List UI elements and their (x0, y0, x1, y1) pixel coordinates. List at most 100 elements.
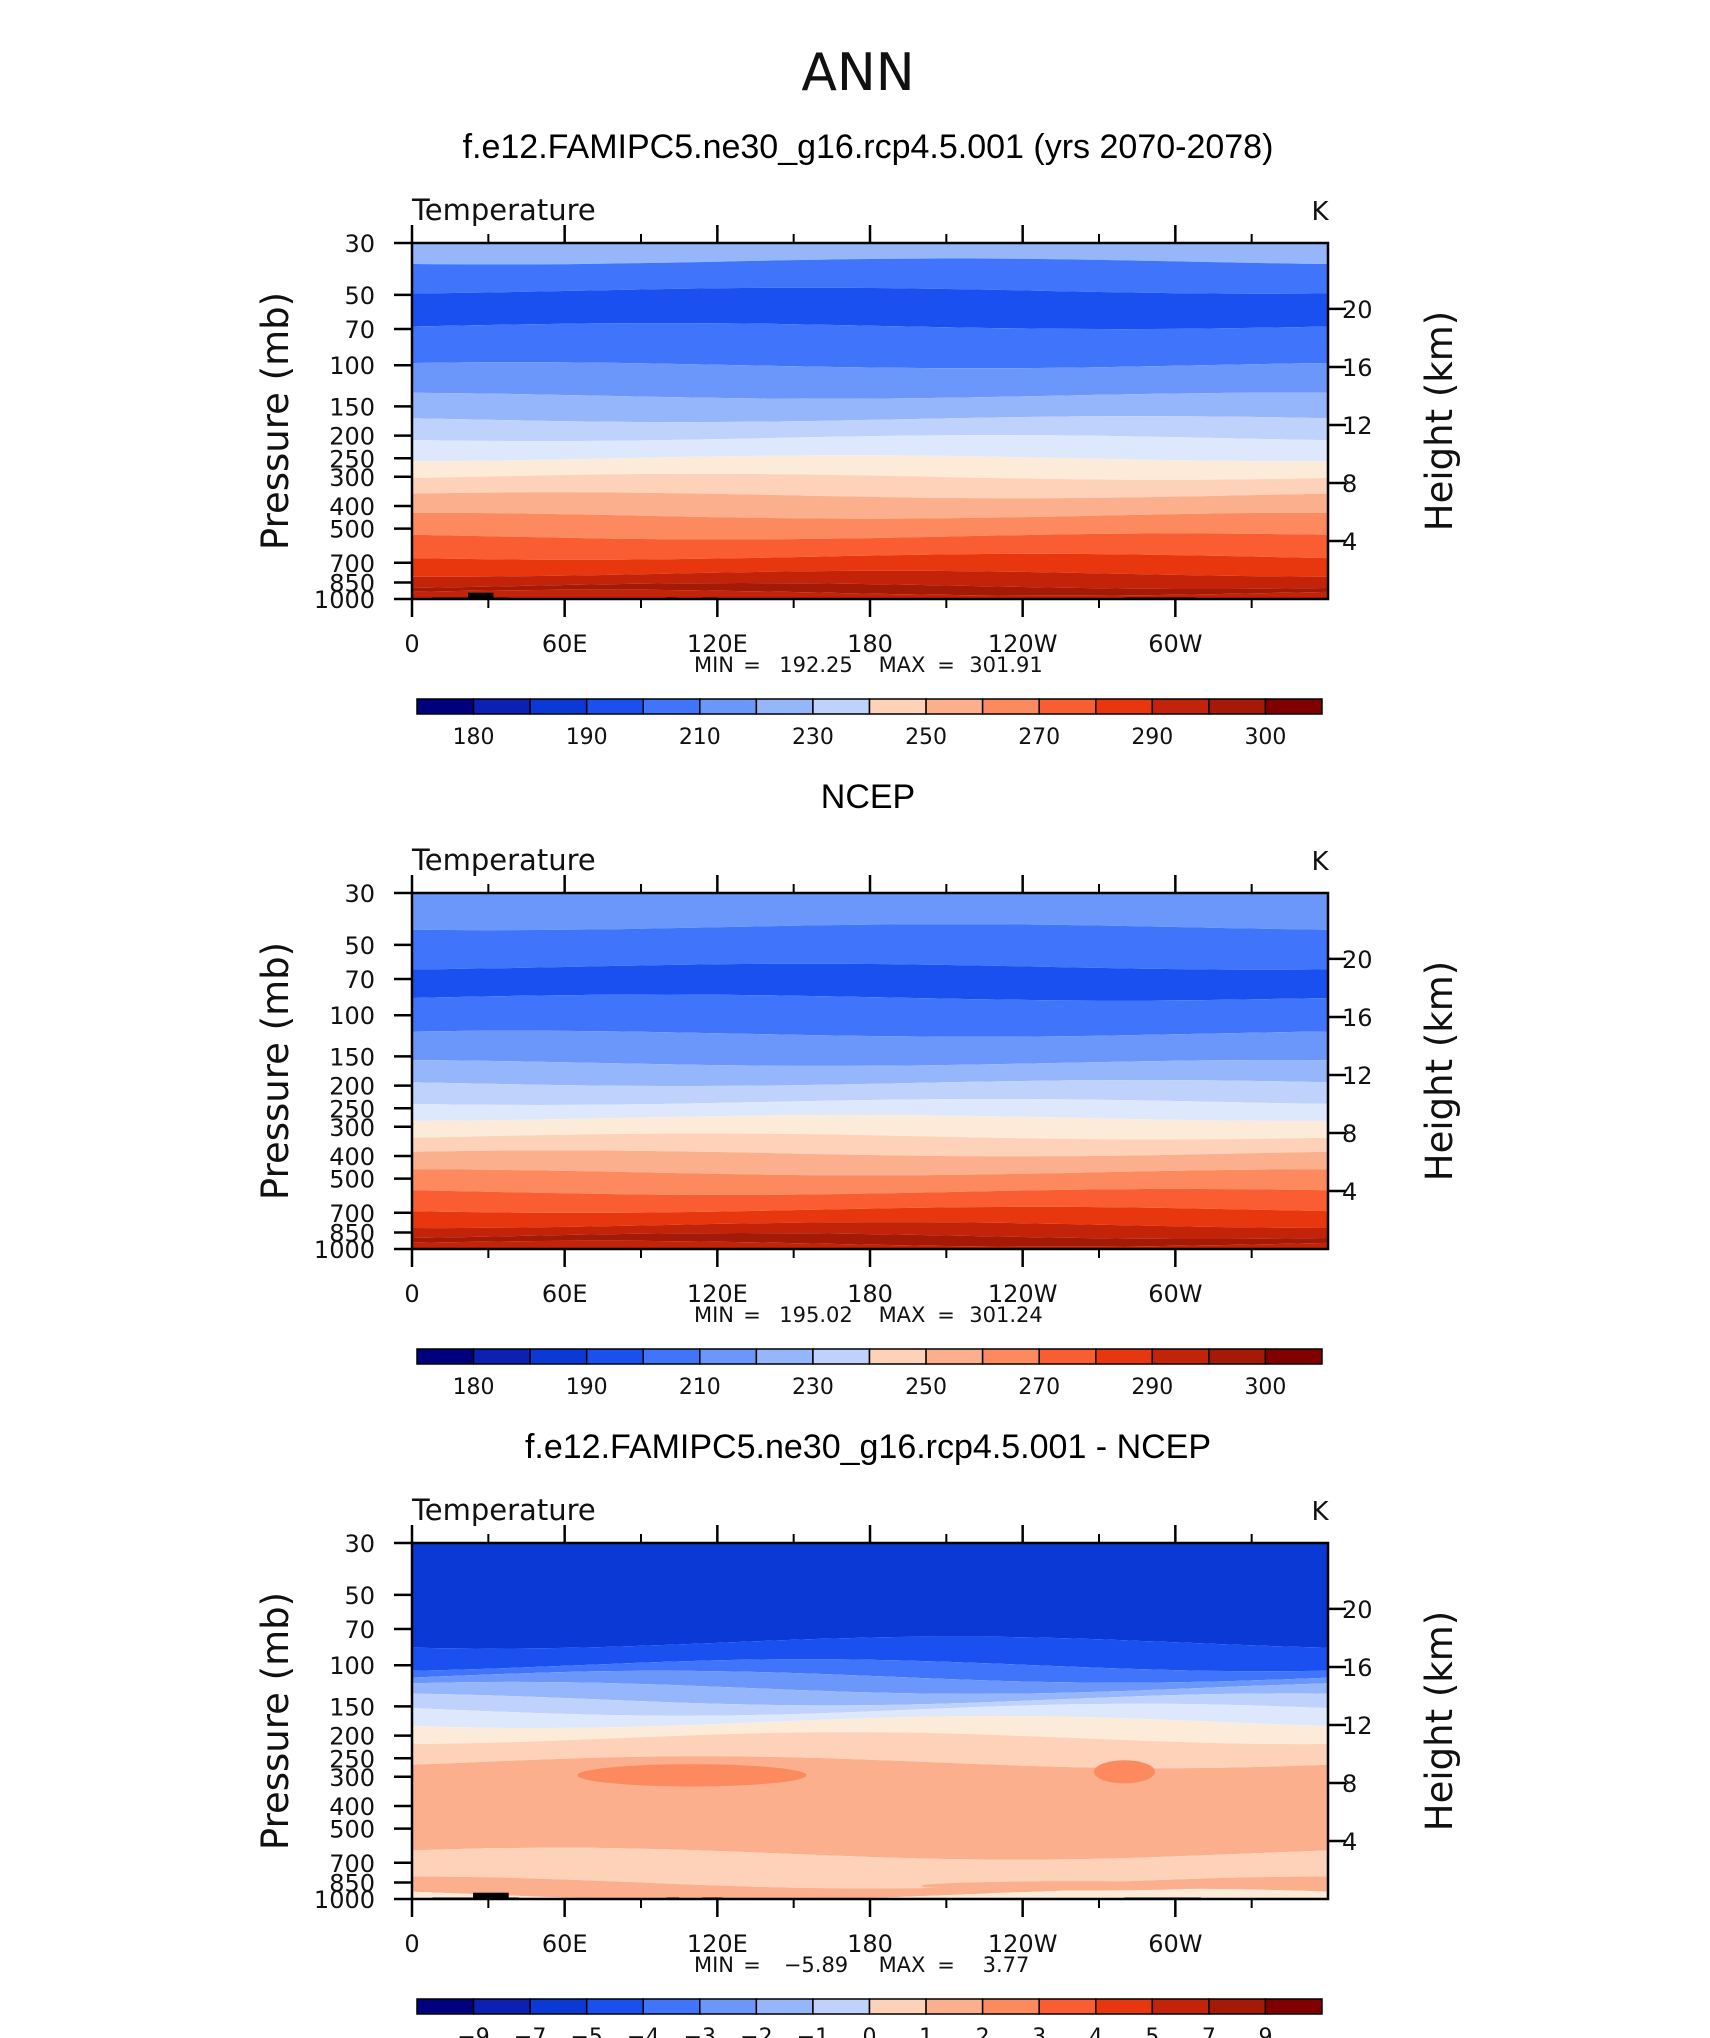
x-tick-label: 120E (687, 630, 748, 658)
x-tick-label: 0 (404, 1930, 419, 1958)
min-label: MIN (694, 1303, 734, 1327)
y-tick-label: 500 (329, 1166, 375, 1194)
x-tick-label: 0 (404, 1280, 419, 1308)
colorbar-swatch (1264, 1348, 1323, 1365)
height-tick-label: 4 (1342, 1178, 1357, 1206)
contour-band (412, 1670, 1328, 1694)
contour-band (412, 243, 1328, 265)
x-tick-label: 60E (542, 1280, 588, 1308)
y-tick-label: 250 (329, 1745, 375, 1773)
contour-band (412, 1543, 1328, 1649)
height-tick-label: 20 (1342, 946, 1373, 974)
y-tick-label: 300 (329, 464, 375, 492)
y-axis-label: Pressure (mb) (254, 942, 297, 1200)
y-tick-label: 100 (329, 1002, 375, 1030)
max-label: MAX (879, 653, 926, 677)
contour-band (412, 1681, 1328, 1706)
colorbar-swatch (1038, 1998, 1097, 2015)
colorbar-label: 250 (905, 725, 947, 750)
colorbar-swatch (925, 1998, 984, 2015)
colorbar-label: 300 (1244, 1375, 1286, 1400)
y-tick-label: 700 (329, 550, 375, 578)
height-tick-label: 16 (1342, 354, 1373, 382)
x-tick-label: 60W (1148, 1280, 1202, 1308)
y-axis-label-right: Height (km) (1418, 961, 1461, 1181)
contour-patch (577, 1764, 807, 1787)
y-axis-label: Pressure (mb) (254, 1592, 297, 1850)
chart-title: NCEP (821, 778, 915, 816)
colorbar-swatch (416, 698, 475, 715)
contour-band (412, 1876, 1328, 1899)
colorbar-label: 230 (792, 725, 834, 750)
contour-band (412, 1030, 1328, 1066)
contour-band (412, 1756, 1328, 1860)
contour-band (412, 1188, 1328, 1213)
contour-patch (920, 1881, 1227, 1891)
y-tick-label: 30 (344, 880, 375, 908)
colorbar-swatch (529, 1348, 588, 1365)
colorbar-label: 190 (566, 1375, 608, 1400)
colorbar-swatch (642, 1348, 701, 1365)
y-tick-label: 50 (344, 282, 375, 310)
colorbar-label: 230 (792, 1375, 834, 1400)
y-tick-label: 1000 (314, 586, 375, 614)
topography-mask (467, 592, 494, 599)
y-tick-label: 100 (329, 1652, 375, 1680)
height-tick-label: 8 (1342, 470, 1357, 498)
min-equals: = (743, 1303, 761, 1327)
max-label: MAX (879, 1953, 926, 1977)
contour-band (412, 1703, 1328, 1728)
y-tick-label: 300 (329, 1114, 375, 1142)
contour-band (412, 1693, 1328, 1716)
contour-band (412, 416, 1328, 442)
colorbar-swatch (1095, 1348, 1154, 1365)
colorbar-swatch (699, 698, 758, 715)
max-value: 3.77 (983, 1953, 1030, 1977)
colorbar-swatch (755, 1998, 814, 2015)
colorbar-swatch (812, 698, 871, 715)
colorbar-swatch (1208, 1998, 1267, 2015)
colorbar-label: 2 (976, 2025, 990, 2038)
colorbar-swatch (812, 1998, 871, 2015)
colorbar-label: 210 (679, 725, 721, 750)
colorbar-label: −5 (570, 2025, 602, 2038)
contour-band (412, 1732, 1328, 1769)
colorbar-swatch (529, 698, 588, 715)
colorbar-label: −1 (797, 2025, 829, 2038)
height-tick-label: 8 (1342, 1120, 1357, 1148)
x-tick-label: 60E (542, 1930, 588, 1958)
y-tick-label: 850 (329, 1220, 375, 1248)
contour-band (412, 893, 1328, 931)
colorbar-label: 5 (1145, 2025, 1159, 2038)
colorbar-label: 270 (1018, 725, 1060, 750)
min-label: MIN (694, 1953, 734, 1977)
contour-band (412, 435, 1328, 462)
y-axis-label-right: Height (km) (1418, 311, 1461, 531)
colorbar-label: −9 (457, 2025, 489, 2038)
contour-band (412, 583, 1328, 596)
colorbar-label: 180 (453, 1375, 495, 1400)
contour-band (412, 1206, 1328, 1229)
y-tick-label: 100 (329, 352, 375, 380)
y-axis-label-right: Height (km) (1418, 1611, 1461, 1831)
x-tick-label: 60W (1148, 630, 1202, 658)
colorbar-label: 9 (1258, 2025, 1272, 2038)
contour-band (412, 1169, 1328, 1195)
variable-label: Temperature (411, 1493, 596, 1527)
panel-2: NCEP Temperature K 0 60E 120E 180 120W 60W 30 50 70… (254, 778, 1461, 1400)
height-tick-label: 12 (1342, 1712, 1373, 1740)
x-tick-label: 180 (847, 630, 893, 658)
colorbar-swatch (868, 1348, 927, 1365)
colorbar-swatch (868, 1998, 927, 2015)
min-equals: = (743, 653, 761, 677)
y-tick-label: 50 (344, 932, 375, 960)
x-tick-label: 120E (687, 1930, 748, 1958)
page-title: ANN (801, 43, 914, 103)
plot-area (412, 1543, 1328, 1899)
x-tick-label: 60E (542, 630, 588, 658)
y-tick-label: 1000 (314, 1236, 375, 1264)
colorbar-swatch (472, 1348, 531, 1365)
contour-band (412, 492, 1328, 519)
min-label: MIN (694, 653, 734, 677)
height-tick-label: 12 (1342, 412, 1373, 440)
